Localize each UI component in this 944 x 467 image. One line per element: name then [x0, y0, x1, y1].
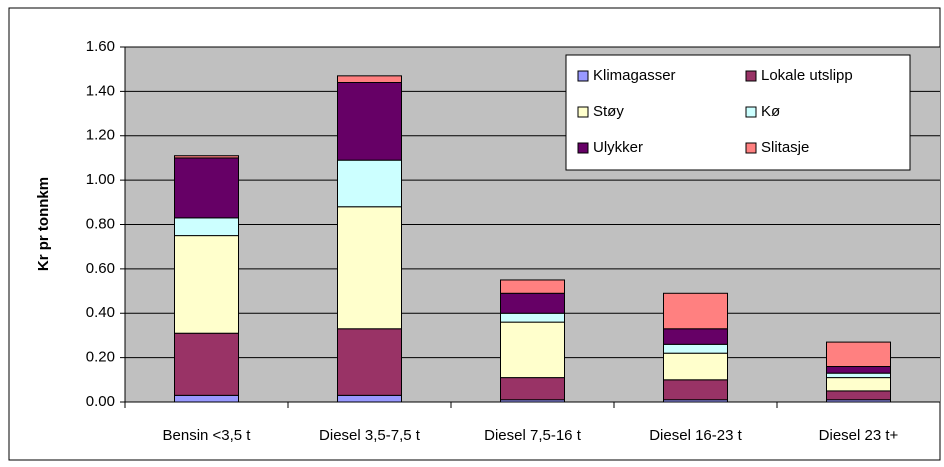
bar-segment: [826, 377, 891, 392]
legend-swatch: [745, 70, 757, 82]
legend-swatch: [577, 142, 589, 154]
bar-segment: [174, 217, 239, 237]
bar-segment: [174, 332, 239, 396]
bar-segment: [500, 279, 565, 294]
legend-swatch: [745, 106, 757, 118]
legend-swatch: [577, 106, 589, 118]
y-axis-label: Kr pr tonnkm: [35, 177, 52, 271]
bar-segment: [500, 312, 565, 323]
x-tick-label: Diesel 16-23 t: [649, 427, 742, 444]
bar-segment: [663, 292, 728, 330]
bar-segment: [174, 235, 239, 334]
legend-label: Støy: [593, 103, 624, 120]
bar-segment: [826, 341, 891, 367]
y-tick-label: 1.40: [86, 82, 115, 99]
legend-box: [565, 54, 911, 171]
bar-segment: [663, 352, 728, 381]
y-tick-label: 0.00: [86, 393, 115, 410]
bar-segment: [826, 366, 891, 374]
y-tick-label: 1.60: [86, 38, 115, 55]
y-tick-label: 0.80: [86, 215, 115, 232]
x-tick-label: Diesel 7,5-16 t: [484, 427, 582, 444]
y-tick-label: 0.20: [86, 349, 115, 366]
bar-segment: [663, 328, 728, 345]
bar-segment: [500, 321, 565, 379]
bar-segment: [500, 377, 565, 401]
y-tick-label: 1.00: [86, 171, 115, 188]
legend-label: Klimagasser: [593, 67, 676, 84]
legend-label: Kø: [761, 103, 780, 120]
y-tick-label: 0.40: [86, 304, 115, 321]
bar-segment: [337, 82, 402, 161]
bar-segment: [826, 372, 891, 379]
bar-segment: [337, 206, 402, 330]
x-tick-label: Diesel 23 t+: [819, 427, 899, 444]
bar-segment: [337, 394, 402, 403]
bar-segment: [174, 155, 239, 159]
legend-label: Slitasje: [761, 139, 809, 156]
legend-label: Lokale utslipp: [761, 67, 853, 84]
x-tick-label: Bensin <3,5 t: [163, 427, 252, 444]
bar-segment: [826, 390, 891, 401]
bar-segment: [174, 394, 239, 403]
bar-segment: [663, 379, 728, 401]
bar-segment: [337, 328, 402, 396]
legend-label: Ulykker: [593, 139, 643, 156]
bar-segment: [663, 343, 728, 354]
bar-segment: [337, 159, 402, 208]
legend-swatch: [577, 70, 589, 82]
bar-segment: [337, 75, 402, 83]
x-tick-label: Diesel 3,5-7,5 t: [319, 427, 421, 444]
y-tick-label: 1.20: [86, 127, 115, 144]
legend-swatch: [745, 142, 757, 154]
bar-segment: [174, 157, 239, 219]
bar-segment: [500, 292, 565, 314]
y-tick-label: 0.60: [86, 260, 115, 277]
